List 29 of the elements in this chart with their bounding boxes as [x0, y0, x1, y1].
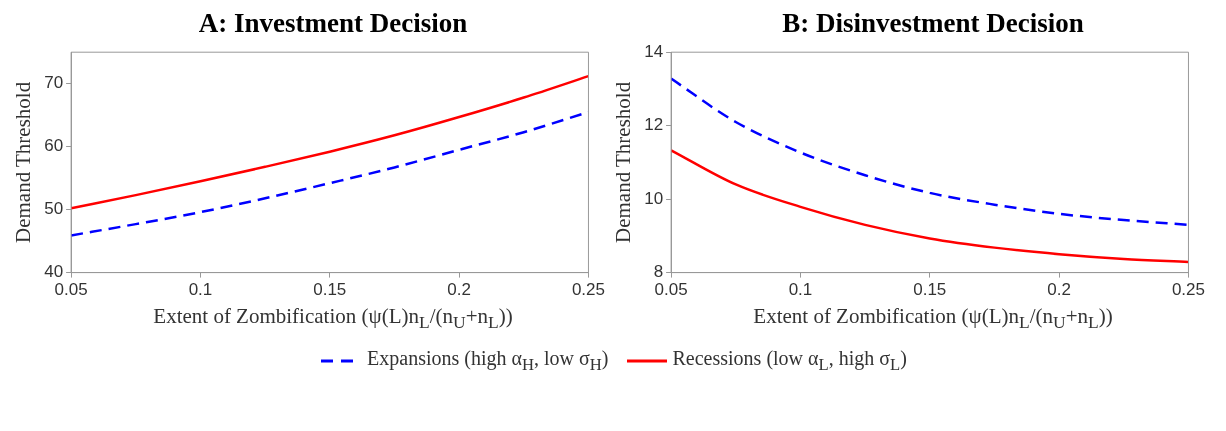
- y-tick-label: 70: [44, 73, 64, 93]
- x-axis-title: Extent of Zombification (ψ(L)n$_{L}$/(n$_{U}$+n$_{L}$)): [752, 304, 1114, 334]
- legend-label: Expansions (high α$_{H}$, low σ$_{H}$): [367, 347, 609, 376]
- x-tick-label: 0.15: [913, 280, 947, 300]
- y-tick-label: 10: [644, 188, 664, 208]
- x-tick-label: 0.1: [788, 280, 813, 300]
- y-tick-label: 60: [44, 136, 64, 156]
- y-axis-title: Demand Threshold: [611, 81, 636, 243]
- x-tick-label: 0.2: [1047, 280, 1071, 300]
- y-tick-label: 8: [653, 262, 664, 282]
- x-tick-label: 0.05: [654, 280, 688, 300]
- y-tick-label: 14: [644, 41, 664, 61]
- y-tick-label: 40: [44, 262, 64, 282]
- x-axis-title: Extent of Zombification (ψ(L)n$_{L}$/(n$_{U}$+n$_{L}$)): [152, 304, 514, 334]
- x-tick-label: 0.2: [447, 280, 471, 300]
- line-series: [671, 149, 1189, 264]
- y-tick-label: 12: [644, 115, 664, 135]
- x-tick-label: 0.25: [1171, 280, 1205, 300]
- x-tick-label: 0.25: [571, 280, 605, 300]
- x-tick-label: 0.05: [54, 280, 88, 300]
- x-tick-label: 0.1: [188, 280, 213, 300]
- legend-label: Recessions (low α$_{L}$, high σ$_{L}$): [672, 347, 907, 376]
- x-tick-label: 0.15: [313, 280, 347, 300]
- line-series: [671, 77, 1189, 227]
- chart-title: B: Disinvestment Decision: [781, 8, 1085, 39]
- y-axis-title: Demand Threshold: [11, 81, 36, 243]
- line-series: [71, 74, 589, 210]
- y-tick-label: 50: [44, 199, 64, 219]
- chart-title: A: Investment Decision: [197, 8, 469, 39]
